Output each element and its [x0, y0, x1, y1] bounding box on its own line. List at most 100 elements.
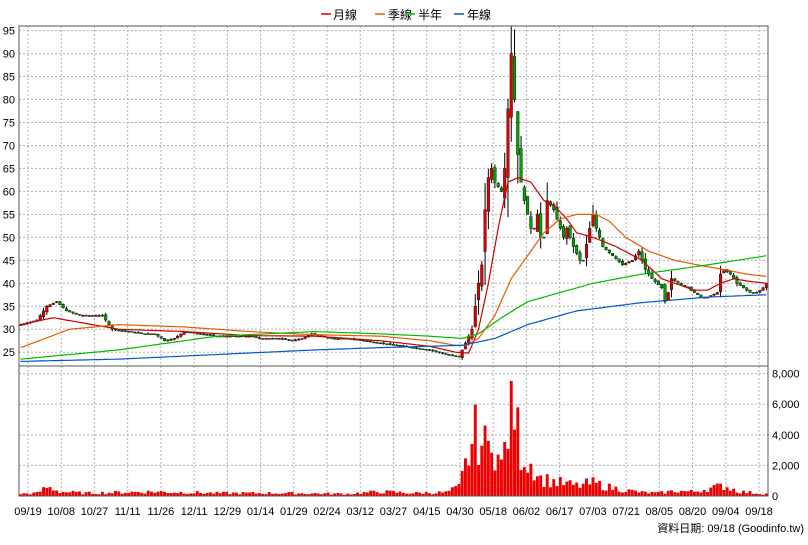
- volume-bar: [146, 490, 150, 496]
- volume-bar: [241, 492, 245, 496]
- candle-body-down: [68, 310, 72, 313]
- candle-body-down: [542, 236, 546, 239]
- volume-bar: [48, 487, 52, 496]
- candle-body-down: [100, 314, 104, 317]
- volume-bar: [284, 493, 288, 496]
- volume-bar: [333, 493, 337, 496]
- candle-body-down: [199, 333, 203, 335]
- price-tick-label: 25: [3, 347, 15, 359]
- candle-body-up: [293, 339, 297, 342]
- volume-bar: [277, 493, 281, 496]
- candle-body-down: [444, 353, 448, 355]
- candle-body-up: [97, 315, 101, 317]
- volume-bar: [470, 443, 474, 496]
- volume-bar: [411, 493, 415, 496]
- x-tick-label: 03/12: [347, 506, 375, 518]
- volume-bar: [689, 489, 693, 496]
- candle-body-down: [64, 308, 68, 312]
- candle-body-down: [365, 340, 369, 342]
- volume-bar: [741, 490, 745, 496]
- candle-body-down: [529, 216, 533, 229]
- candle-body-up: [228, 335, 232, 338]
- volume-bar: [136, 491, 140, 496]
- candle-body-down: [401, 345, 405, 347]
- volume-bar: [611, 489, 615, 496]
- volume-bar: [45, 487, 49, 496]
- volume-bar: [149, 491, 153, 496]
- candle-body-up: [624, 263, 628, 266]
- candle-body-up: [761, 287, 765, 291]
- volume-bar: [140, 492, 144, 496]
- candle-body-down: [398, 345, 402, 347]
- volume-bar: [91, 493, 95, 496]
- price-tick-label: 30: [3, 324, 15, 336]
- volume-bar: [163, 491, 167, 496]
- volume-bar: [297, 493, 301, 496]
- volume-bar: [532, 480, 536, 496]
- candle-body-up: [280, 338, 284, 340]
- volume-bar: [728, 490, 732, 496]
- candle-body-up: [264, 338, 268, 340]
- volume-bar: [738, 493, 742, 496]
- volume-bar: [349, 494, 353, 496]
- volume-bar: [647, 493, 651, 496]
- volume-bar: [643, 491, 647, 496]
- candle-body-up: [463, 342, 467, 350]
- candle-body-down: [735, 277, 739, 284]
- volume-bar: [706, 492, 709, 496]
- volume-bar: [437, 491, 441, 496]
- x-tick-label: 10/08: [47, 506, 75, 518]
- volume-bar: [679, 490, 683, 496]
- volume-bar: [287, 492, 291, 496]
- price-tick-label: 65: [3, 163, 15, 175]
- volume-bar: [28, 494, 32, 496]
- candle-body-down: [414, 347, 418, 349]
- volume-bar: [630, 489, 634, 496]
- candle-body-up: [666, 292, 670, 301]
- volume-bar: [627, 489, 631, 496]
- volume-bar: [696, 491, 700, 496]
- volume-bar: [179, 491, 183, 496]
- volume-bar: [764, 493, 768, 496]
- candle-body-down: [382, 342, 386, 345]
- x-tick-label: 07/21: [612, 506, 640, 518]
- volume-bar: [225, 491, 229, 496]
- candle-body-down: [454, 355, 458, 357]
- candle-body-up: [637, 250, 641, 256]
- x-tick-label: 06/02: [513, 506, 541, 518]
- candle-body-down: [362, 340, 366, 342]
- volume-tick-label: 4,000: [772, 430, 800, 442]
- candle-body-down: [650, 273, 654, 279]
- volume-bar: [280, 493, 284, 496]
- volume-bar: [271, 493, 274, 496]
- volume-bar: [133, 491, 137, 496]
- volume-bar: [192, 493, 196, 496]
- volume-bar: [365, 492, 369, 496]
- volume-bar: [513, 429, 516, 496]
- candle-body-up: [532, 227, 536, 230]
- volume-bar: [235, 492, 238, 496]
- x-tick-label: 09/18: [745, 506, 773, 518]
- volume-bar: [745, 493, 749, 496]
- volume-bar: [467, 465, 471, 496]
- candle-body-down: [257, 337, 261, 339]
- candle-body-down: [333, 338, 337, 340]
- volume-bar: [316, 493, 320, 496]
- candle-body-up: [42, 310, 46, 317]
- candle-body-down: [123, 330, 127, 332]
- volume-bar: [172, 492, 176, 496]
- candle-body-down: [611, 253, 615, 256]
- candle-body-down: [411, 347, 415, 349]
- candle-body-down: [578, 252, 582, 261]
- volume-bar: [248, 492, 252, 496]
- volume-bar: [460, 470, 464, 496]
- volume-bar: [598, 480, 602, 496]
- candle-body-up: [535, 214, 539, 232]
- volume-bar: [97, 494, 101, 496]
- volume-bar: [64, 492, 68, 496]
- volume-bar: [715, 483, 719, 496]
- volume-bar: [722, 489, 726, 496]
- candle-body-up: [176, 335, 180, 339]
- volume-bar: [398, 491, 402, 496]
